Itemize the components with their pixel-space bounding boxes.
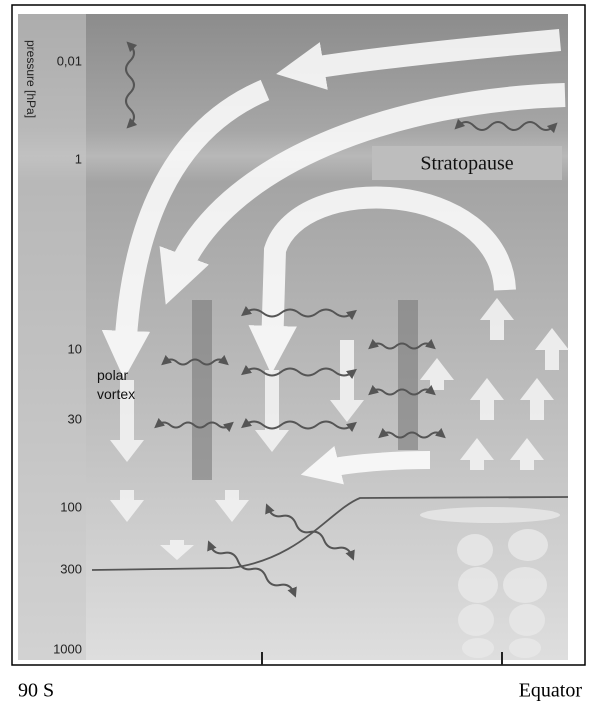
polar-vortex-label: polar [97, 367, 128, 383]
axis-title: pressure [hPa] [24, 40, 38, 118]
stratopause-box [372, 146, 562, 180]
axis-label: 1 [75, 151, 82, 166]
axis-label: 10 [68, 341, 82, 356]
left-label: 90 S [18, 680, 54, 702]
axis-label: 100 [60, 499, 82, 514]
axis-column [18, 14, 86, 660]
axis-label: 0,01 [57, 53, 82, 68]
dark-bands [192, 300, 418, 480]
right-label: Equator [519, 680, 583, 702]
polar-vortex-label: vortex [97, 386, 135, 402]
convection-clouds [420, 507, 560, 658]
stratopause-label: Stratopause [420, 153, 513, 175]
tropopause [91, 496, 569, 571]
axis-label: 300 [60, 561, 82, 576]
axis-label: 1000 [53, 641, 82, 656]
circulation-arrows [101, 29, 566, 485]
axis-label: 30 [68, 411, 82, 426]
waves [125, 41, 558, 598]
